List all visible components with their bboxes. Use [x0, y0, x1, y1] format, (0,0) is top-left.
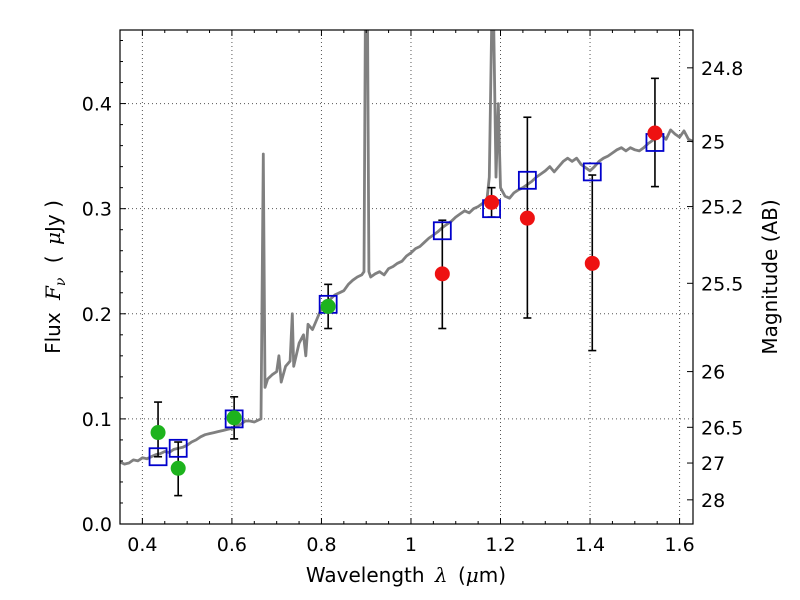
grid — [120, 30, 693, 524]
x-tick-label: 0.4 — [127, 534, 157, 556]
y2-tick-label: 25 — [701, 131, 725, 153]
nir-point — [434, 266, 450, 282]
y-tick-label: 0.3 — [82, 199, 112, 221]
model-photometry-square — [582, 162, 602, 182]
nir-point — [647, 125, 663, 141]
y2-tick-label: 25.2 — [701, 197, 743, 219]
model-photometry-square — [148, 447, 168, 467]
x-tick-label: 0.6 — [217, 534, 247, 556]
nir-point — [584, 255, 600, 271]
y-tick-label: 0.0 — [82, 514, 112, 536]
x-tick-label: 0.8 — [306, 534, 336, 556]
y2-axis-label: Magnitude (AB) — [758, 199, 782, 354]
x-tick-label: 1.4 — [575, 534, 605, 556]
optical-point — [170, 460, 186, 476]
y-tick-label: 0.2 — [82, 304, 112, 326]
axes-frame: 0.4 0.6 0.8 1 1.2 1.4 1.6 0.0 0.1 0.2 0.3 0.4 24.8 25… — [82, 29, 743, 556]
model-photometry-square — [432, 221, 452, 241]
plot-area — [120, 30, 693, 497]
y2-tick-label: 28 — [701, 490, 725, 512]
y2-tick-label: 26 — [701, 362, 725, 384]
nir-point — [519, 210, 535, 226]
model-photometry-square — [168, 438, 188, 458]
x-tick-label: 1 — [405, 534, 417, 556]
nir-point — [484, 194, 500, 210]
y2-tick-label: 26.5 — [701, 417, 743, 439]
optical-point — [320, 298, 336, 314]
x-axis-label: Wavelength λ (μm) — [306, 563, 506, 587]
x-tick-label: 1.6 — [664, 534, 694, 556]
optical-point — [226, 410, 242, 426]
y2-tick-label: 24.8 — [701, 58, 743, 80]
y2-tick-label: 27 — [701, 453, 725, 475]
model-sed-line — [120, 30, 693, 466]
y-tick-label: 0.1 — [82, 409, 112, 431]
optical-point — [150, 425, 166, 441]
x-tick-label: 1.2 — [485, 534, 515, 556]
y-tick-label: 0.4 — [82, 94, 112, 116]
y2-tick-label: 25.5 — [701, 273, 743, 295]
axes-border — [119, 29, 694, 525]
y-axis-label: Flux Fν ( μJy ) — [41, 200, 70, 354]
model-photometry-square — [517, 170, 537, 190]
